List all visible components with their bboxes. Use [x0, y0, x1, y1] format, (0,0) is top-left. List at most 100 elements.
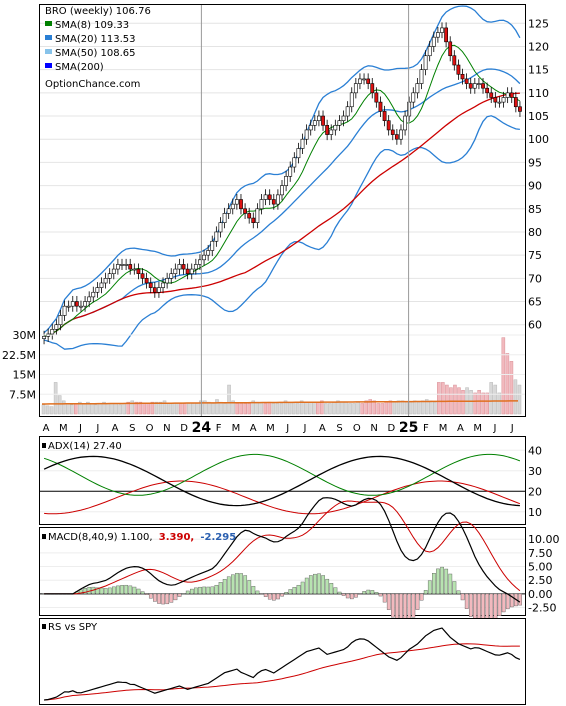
- macd-histogram-bar: [436, 568, 440, 595]
- volume-bar: [348, 403, 352, 415]
- candle-body: [292, 157, 297, 168]
- candle-body: [83, 301, 87, 307]
- volume-bar: [174, 403, 179, 415]
- candle-body: [210, 240, 215, 251]
- candle-body: [189, 268, 194, 275]
- volume-bar: [243, 403, 247, 415]
- volume-tick-label: 7.5M: [9, 388, 36, 401]
- macd-histogram-bar: [83, 588, 88, 595]
- legend-swatch-sma20: [45, 35, 52, 40]
- macd-histogram-bar: [177, 593, 182, 597]
- x-axis-label: J: [78, 423, 82, 434]
- volume-bar: [114, 403, 118, 415]
- candle-body: [62, 305, 67, 316]
- macd-histogram-bar: [210, 586, 215, 595]
- volume-bar: [461, 390, 465, 415]
- candle-body: [353, 83, 358, 94]
- candle-body: [66, 305, 71, 308]
- macd-histogram-bar: [518, 593, 522, 606]
- volume-bar: [223, 403, 227, 415]
- candle-body: [481, 83, 485, 89]
- candle-body: [370, 83, 375, 94]
- sma50-line: [43, 92, 520, 337]
- rs-series: [44, 627, 521, 701]
- candle-body: [460, 73, 465, 80]
- macd-tick-label: 10.00: [528, 533, 560, 546]
- macd-histogram-bar: [112, 586, 116, 595]
- ticker-label: BRO (weekly) 106.76: [45, 6, 151, 17]
- price-tick-label: 90: [528, 180, 542, 193]
- candle-body: [280, 185, 284, 196]
- volume-bar: [279, 403, 284, 415]
- volume-tick-label: 15M: [13, 369, 37, 382]
- volume-bar: [86, 401, 90, 415]
- candle-body: [497, 101, 502, 104]
- volume-bar: [162, 400, 167, 415]
- macd-histogram-bar: [173, 593, 178, 601]
- x-axis-label: J: [95, 423, 99, 434]
- price-panel-frame: [39, 4, 526, 417]
- candle-body: [70, 301, 75, 307]
- candle-body: [378, 101, 383, 112]
- candle-body: [177, 264, 182, 270]
- macd-histogram-bar: [456, 590, 461, 595]
- macd-histogram-bar: [251, 586, 256, 595]
- macd-tick-label: 2.50: [528, 574, 553, 587]
- candle-body: [54, 324, 59, 330]
- macd-histogram-bar: [280, 593, 284, 597]
- macd-histogram-bar: [391, 593, 395, 618]
- volume-bar: [509, 361, 514, 415]
- volume-bar: [122, 403, 126, 415]
- macd-histogram-bar: [452, 581, 457, 595]
- candle-body: [431, 36, 436, 47]
- volume-bar: [130, 400, 135, 415]
- volume-bar: [235, 403, 239, 415]
- volume-bar: [513, 379, 518, 415]
- volume-bar: [404, 401, 409, 415]
- candle-body: [321, 115, 325, 126]
- x-axis-label: S: [129, 423, 135, 434]
- macd-histogram-bar: [329, 583, 334, 595]
- candle-body: [234, 199, 239, 205]
- candle-body: [140, 273, 145, 279]
- macd-histogram-bar: [255, 590, 260, 595]
- x-axis-label: J: [303, 423, 307, 434]
- volume-bar: [178, 403, 183, 415]
- candle-body: [464, 78, 469, 84]
- candle-body: [518, 106, 522, 112]
- macd-histogram-bar: [79, 589, 83, 595]
- macd-tick-label: 7.50: [528, 547, 553, 560]
- macd-histogram-bar: [288, 589, 293, 595]
- candle-body: [173, 268, 178, 275]
- candle-body: [394, 134, 399, 140]
- candle-body: [263, 194, 268, 200]
- candle-body: [333, 125, 338, 131]
- volume-bar: [424, 399, 429, 415]
- macd-histogram-bar: [231, 574, 235, 595]
- volume-bar: [392, 401, 397, 415]
- macd-histogram-bar: [206, 586, 211, 595]
- macd-histogram-bar: [185, 590, 190, 595]
- volume-bar: [211, 403, 215, 415]
- macd-histogram-bar: [189, 588, 194, 595]
- macd-histogram-bar: [308, 575, 313, 595]
- x-axis-label: M: [439, 423, 448, 434]
- candle-body: [87, 296, 92, 302]
- macd-histogram-bar: [386, 593, 391, 610]
- candle-body: [185, 268, 190, 275]
- candle-body: [120, 264, 124, 266]
- macd-histogram-bar: [415, 593, 420, 610]
- volume-bar: [489, 382, 494, 415]
- volume-bar: [69, 404, 74, 415]
- volume-bar: [41, 404, 46, 415]
- volume-bar: [61, 400, 66, 415]
- macd-histogram-bar: [99, 587, 104, 595]
- candle-body: [435, 32, 440, 38]
- price-legend: BRO (weekly) 106.76 SMA(8) 109.33 SMA(20…: [45, 6, 151, 90]
- macd-histogram-bar: [95, 587, 100, 595]
- candle-body: [493, 97, 498, 103]
- candle-body: [411, 92, 416, 103]
- x-axis-label: A: [250, 423, 257, 434]
- volume-bar: [78, 401, 82, 415]
- volume-bars: [41, 337, 522, 415]
